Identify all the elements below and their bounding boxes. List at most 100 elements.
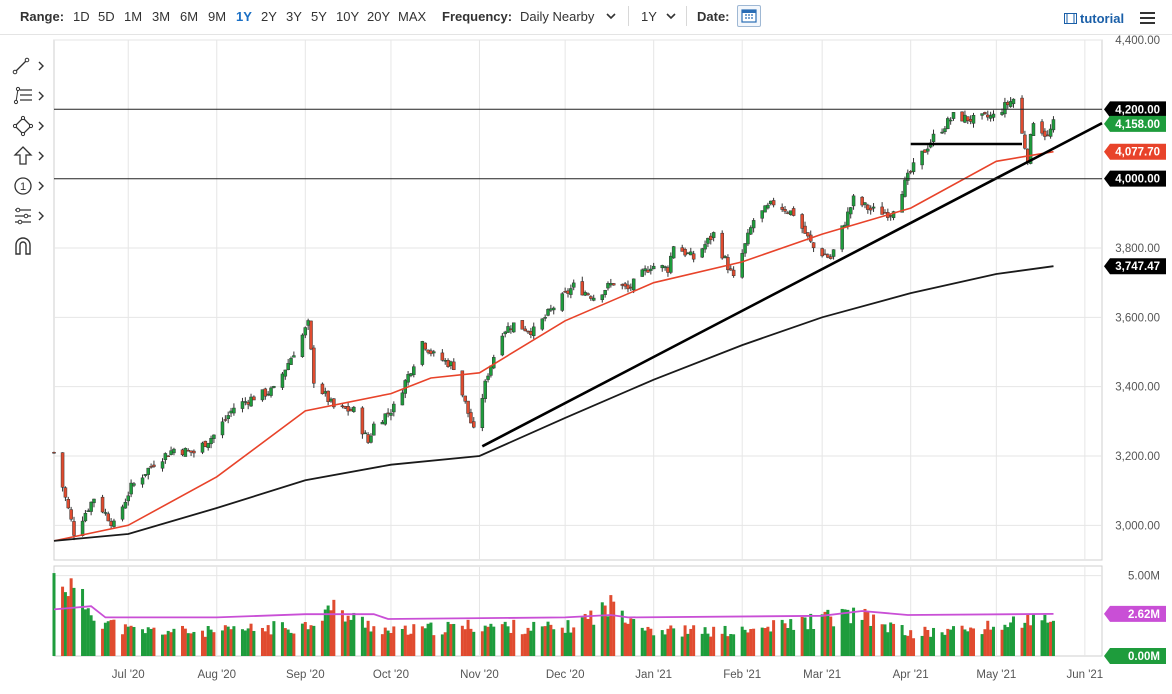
volume-bar [66,596,70,656]
range-label: Range: [20,9,65,24]
candle-body [440,352,445,361]
range-max[interactable]: MAX [398,9,427,24]
candle-body [860,196,864,206]
pattern-tool-button[interactable] [12,205,46,227]
volume-bar [440,634,444,656]
volume-bar [409,633,413,656]
range-3y[interactable]: 3Y [286,9,302,24]
calendar-button[interactable] [737,5,761,27]
candle-body [489,365,493,376]
range-1m[interactable]: 1M [124,9,143,24]
candle-body [780,206,784,210]
candle-body [249,396,253,407]
volume-bar [700,633,704,656]
range-2y[interactable]: 2Y [261,9,277,24]
volume-bar [612,601,616,656]
range-5d[interactable]: 5D [98,9,115,24]
volume-bar [232,626,236,656]
magnet-tool-button[interactable] [12,235,46,257]
candle-body [192,450,196,454]
volume-bar [332,599,336,656]
candle-body [460,370,465,396]
line-tool-button[interactable] [12,55,46,77]
chevron-down-icon[interactable] [605,10,617,22]
volume-panel-frame [53,565,1103,657]
candle-body [326,390,330,402]
volume-tick-label: 5.00M [1128,571,1160,583]
candle-body [908,171,913,173]
ma50-line [53,150,1054,542]
shape-tool-button[interactable] [12,115,46,137]
fib-tool-button[interactable] [12,85,46,107]
volume-bar [292,633,296,656]
candle-body [446,360,450,367]
volume-bar [752,628,756,656]
candle-body [420,341,425,365]
range-3m[interactable]: 3M [152,9,171,24]
candle-body [483,380,487,399]
volume-bar [686,633,690,656]
candle-body [366,434,370,443]
chevron-down-icon[interactable] [665,10,677,22]
volume-bar [263,631,267,656]
candle-body [1020,97,1024,134]
candle-body [209,438,213,445]
frequency-select[interactable]: Daily Nearby [520,9,595,24]
candle-body [589,296,593,299]
volume-bar [463,629,467,656]
candle-body [729,268,733,271]
candle-body [671,246,676,259]
volume-bar [1040,620,1044,656]
arrow-tool-button[interactable] [12,145,46,167]
candle-body [931,133,936,142]
candle-body [232,407,236,414]
x-tick-label: Jun '21 [1066,669,1103,681]
range-5y[interactable]: 5Y [311,9,327,24]
range-20y[interactable]: 20Y [367,9,391,24]
period-select[interactable]: 1Y [641,9,657,24]
tutorial-link[interactable]: tutorial [1080,11,1125,26]
volume-bar [489,623,493,656]
volume-bar [906,635,910,656]
x-tick-label: Nov '20 [460,669,499,681]
candle-body [269,387,273,396]
film-icon[interactable] [1064,13,1077,24]
range-1y[interactable]: 1Y [236,9,252,24]
volume-bar [112,619,116,656]
candle-body [183,447,188,457]
candle-body [848,207,853,215]
candle-body [363,432,368,435]
candle-body [731,269,736,276]
range-9m[interactable]: 9M [208,9,227,24]
volume-bar [789,619,793,656]
volume-bar [566,620,570,656]
y-tick-label: 3,400.00 [1115,382,1160,394]
candle-body [52,451,56,454]
candle-body [63,487,68,498]
candle-body [546,309,550,316]
volume-bar [766,626,770,656]
candle-body [443,360,447,362]
candle-body [880,206,884,215]
volume-bar [952,626,956,656]
range-1d[interactable]: 1D [73,9,90,24]
annotation-tool-button[interactable]: 1 [12,175,46,197]
volume-bar [760,627,764,656]
candle-body [272,386,276,388]
volume-bar [792,629,796,656]
volume-bar [786,628,790,656]
volume-bar [106,621,110,656]
candle-body [643,268,647,272]
candle-body [711,232,716,238]
range-10y[interactable]: 10Y [336,9,360,24]
candle-body [123,501,128,509]
candle-body [689,251,693,256]
arrow-tool-icon [13,146,44,165]
volume-bar [706,633,710,656]
range-6m[interactable]: 6M [180,9,199,24]
menu-icon[interactable] [1140,12,1155,24]
candle-body [868,207,873,211]
divider [628,6,629,26]
candle-body [943,128,947,132]
volume-bar [101,628,105,656]
